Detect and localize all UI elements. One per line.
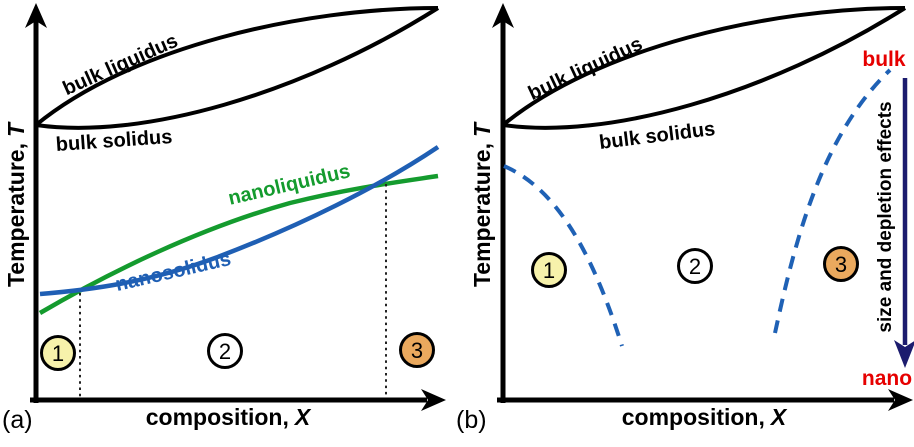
region-2-circle [677, 248, 713, 284]
panel-b: bulk liquidus bulk solidus bulk size and… [456, 3, 914, 434]
region-2-number: 2 [219, 339, 231, 364]
region-1-number: 1 [543, 258, 555, 283]
panel-b-label: (b) [456, 406, 487, 434]
x-axis-arrowhead-icon [421, 389, 446, 411]
y-axis-title-text-a: Temperature, [3, 143, 29, 287]
x-axis-title-a: composition, X [146, 404, 312, 430]
nano-boundary-right-dashed [773, 68, 892, 334]
size-effect-arrow-label: size and depletion effects [875, 101, 896, 332]
region-3-circle [399, 332, 435, 368]
y-axis-title-text-b: Temperature, [469, 143, 495, 287]
region-marker-b3: 3 [823, 246, 859, 282]
region-2-circle [207, 333, 243, 369]
region-2-number: 2 [689, 254, 701, 279]
region-marker-a1: 1 [40, 335, 76, 371]
region-1-number: 1 [52, 341, 64, 366]
panel-a: bulk liquidus bulk solidus nanoliquidus … [2, 3, 446, 434]
bulk-solidus-curve-a [35, 6, 440, 130]
bulk-endpoint-label: bulk [862, 48, 905, 71]
size-effect-arrowhead-icon [894, 340, 914, 368]
nanosolidus-curve [39, 145, 440, 297]
nano-boundary-left-dashed [503, 164, 624, 347]
x-axis-title-b: composition, X [622, 404, 788, 430]
nano-endpoint-label: nano [862, 367, 912, 390]
x-axis-title-symbol-a: X [293, 404, 312, 430]
bulk-solidus-label-a: bulk solidus [55, 126, 173, 156]
x-axis-arrowhead-icon [888, 389, 913, 411]
region-marker-a3: 3 [399, 332, 435, 368]
region-3-number: 3 [411, 338, 423, 363]
bulk-solidus-curve-b [502, 6, 907, 130]
region-marker-b1: 1 [531, 252, 567, 288]
x-axis-title-text-a: composition, [146, 404, 289, 430]
region-1-circle [531, 252, 567, 288]
region-3-number: 3 [835, 252, 847, 277]
nanosolidus-label: nanosolidus [113, 248, 233, 296]
region-marker-b2: 2 [677, 248, 713, 284]
nanoliquidus-curve [38, 173, 439, 315]
panel-a-label: (a) [2, 406, 33, 434]
region-3-circle [823, 246, 859, 282]
bulk-liquidus-curve-a [34, 6, 439, 127]
y-axis-title-symbol-b: T [469, 121, 495, 137]
bulk-liquidus-label-a: bulk liquidus [60, 30, 182, 100]
y-axis-arrowhead-icon [25, 3, 47, 28]
region-1-circle [40, 335, 76, 371]
bulk-liquidus-label-b: bulk liquidus [525, 33, 646, 105]
x-axis-title-text-b: composition, [622, 404, 765, 430]
y-axis-title-a: Temperature, T [3, 121, 29, 287]
y-axis-arrowhead-icon [492, 3, 514, 28]
region-marker-a2: 2 [207, 333, 243, 369]
bulk-liquidus-curve-b [501, 6, 906, 127]
x-axis-title-symbol-b: X [769, 404, 788, 430]
y-axis-title-symbol-a: T [3, 121, 29, 137]
y-axis-title-b: Temperature, T [469, 121, 495, 287]
